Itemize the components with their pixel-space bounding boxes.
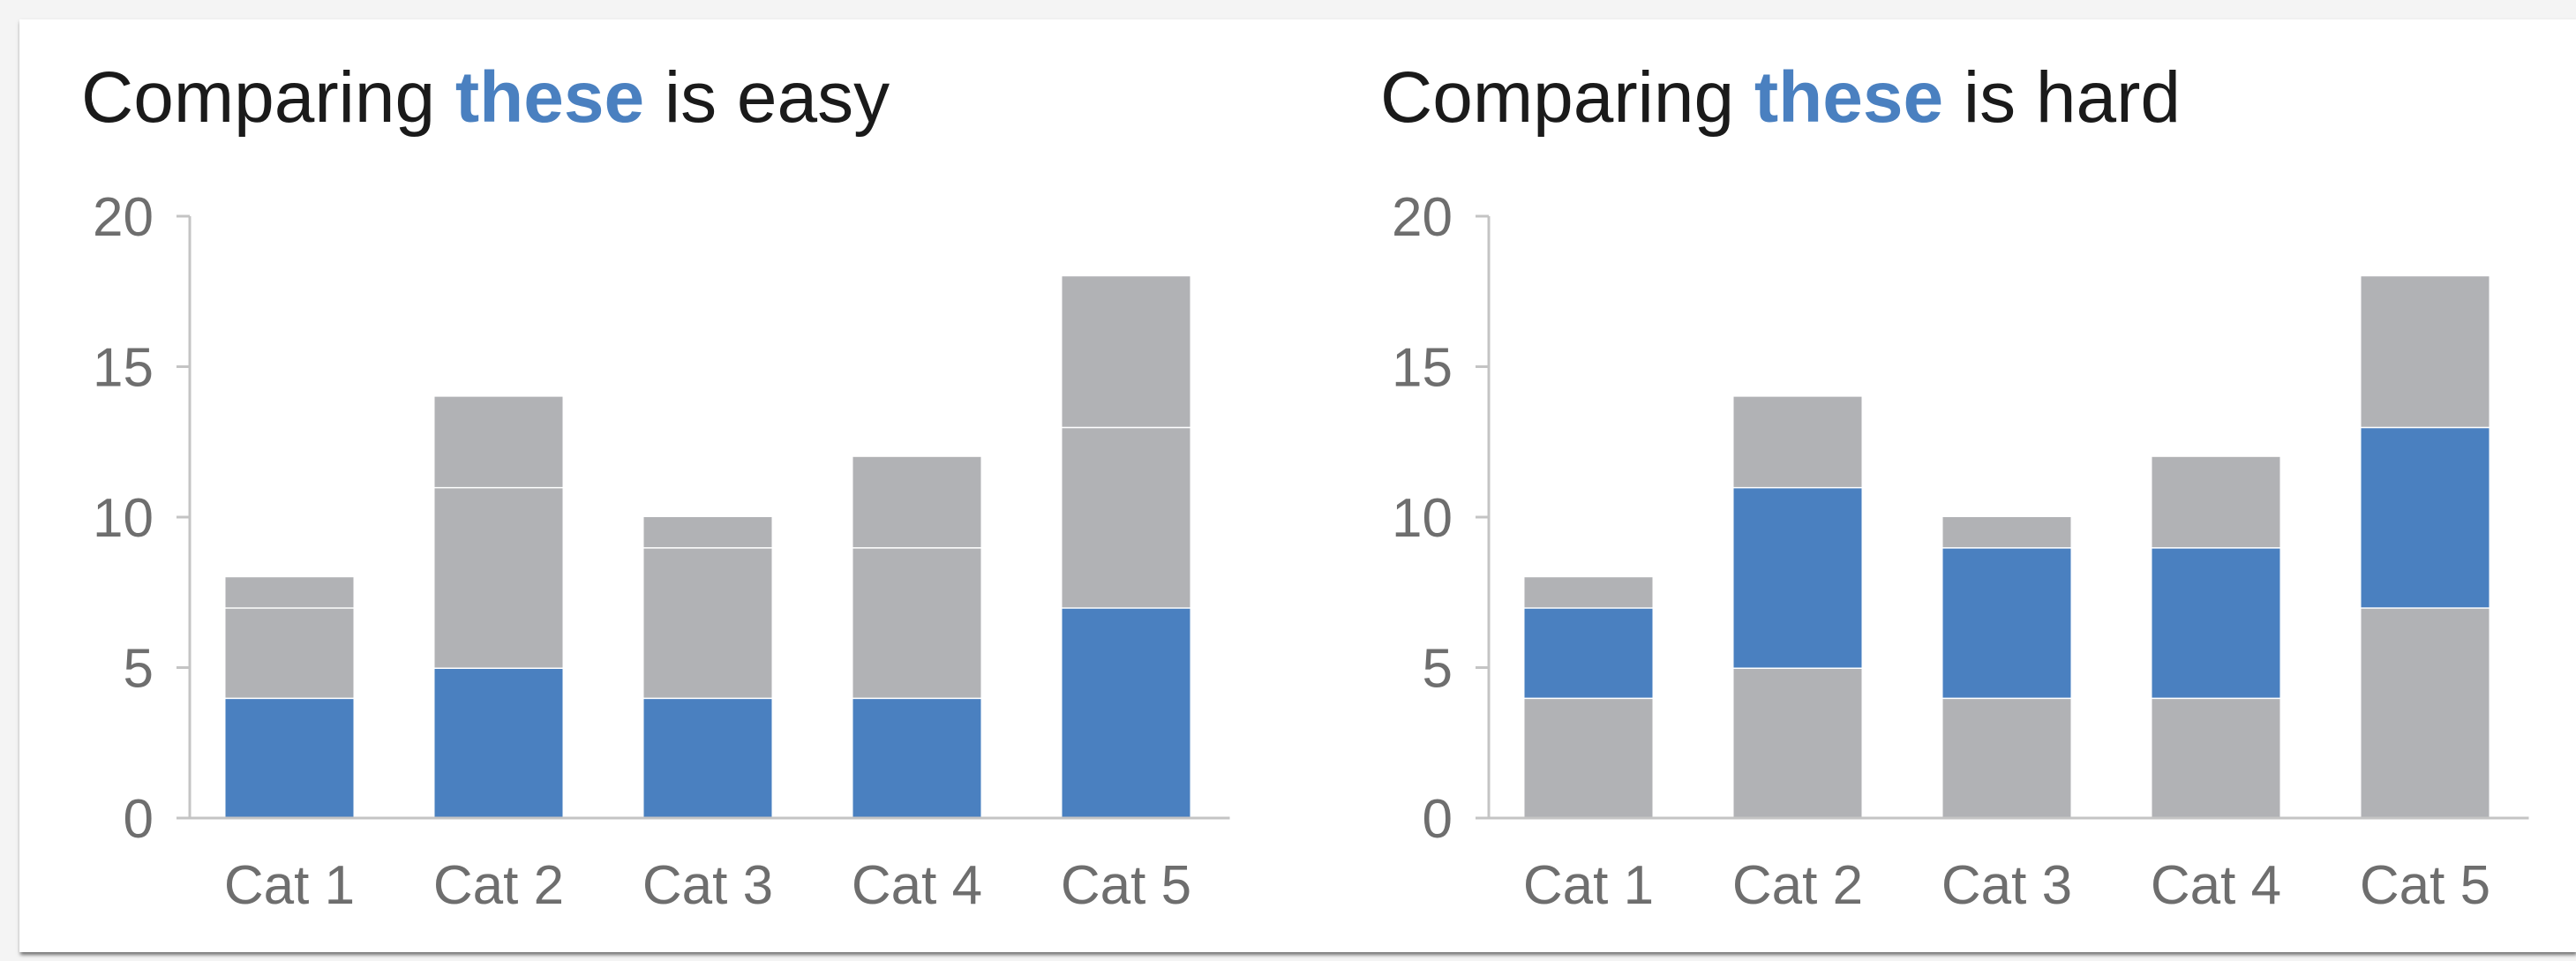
- left-bar-2-segment-1: [434, 667, 563, 818]
- right-title-prefix: Comparing: [1380, 57, 1754, 138]
- left-bar-4-segment-3: [852, 456, 981, 548]
- right-bar-5-segment-3: [2361, 276, 2490, 427]
- right-bar-2-segment-2: [1733, 486, 1862, 668]
- right-bar-5-segment-1: [2361, 607, 2490, 818]
- left-bar-5-segment-2: [1062, 426, 1190, 608]
- right-y-tick-label: 15: [1392, 338, 1453, 399]
- right-bar-2-segment-1: [1733, 667, 1862, 818]
- left-x-tick-label: Cat 3: [642, 855, 773, 916]
- right-bar-4-segment-2: [2152, 547, 2280, 698]
- left-y-tick-label: 10: [93, 488, 154, 549]
- right-x-tick-label: Cat 5: [2360, 855, 2490, 916]
- right-bar-3-segment-1: [1942, 697, 2071, 818]
- left-chart-title: Comparing these is easy: [81, 62, 890, 134]
- left-title-highlight: these: [454, 57, 645, 138]
- left-bar-4-segment-2: [852, 547, 981, 698]
- right-title-suffix: is hard: [1943, 57, 2181, 138]
- left-bar-5-segment-1: [1062, 607, 1190, 818]
- right-y-tick-label: 10: [1392, 488, 1453, 549]
- left-y-tick-label: 15: [93, 338, 154, 399]
- right-x-tick-label: Cat 1: [1523, 855, 1654, 916]
- left-bar-5-segment-3: [1062, 276, 1190, 427]
- left-x-tick-label: Cat 2: [433, 855, 564, 916]
- right-y-tick-label: 20: [1392, 187, 1453, 248]
- left-bar-3-segment-3: [643, 517, 772, 548]
- left-y-tick-label: 0: [124, 789, 154, 850]
- right-bar-2-segment-3: [1733, 396, 1862, 487]
- right-bar-4-segment-1: [2152, 697, 2280, 818]
- right-chart-title: Comparing these is hard: [1380, 62, 2181, 134]
- right-plot: Cat 1 Cat 2 Cat 3 Cat 4 Cat 5 0 5 10 15 20: [1392, 187, 2529, 916]
- left-plot: Cat 1 Cat 2 Cat 3 Cat 4 Cat 5 0 5 10 15 20: [93, 187, 1230, 916]
- left-bar-1-segment-1: [225, 697, 354, 818]
- left-x-tick-label: Cat 5: [1061, 855, 1191, 916]
- right-bar-3-segment-3: [1942, 517, 2071, 548]
- left-bar-1-segment-2: [225, 607, 354, 698]
- left-x-tick-label: Cat 4: [852, 855, 982, 916]
- right-bar-1-segment-3: [1524, 577, 1653, 608]
- left-x-tick-label: Cat 1: [224, 855, 355, 916]
- left-bar-3-segment-2: [643, 547, 772, 698]
- right-bar-1-segment-2: [1524, 607, 1653, 698]
- right-title-highlight: these: [1754, 57, 1944, 138]
- right-x-tick-label: Cat 4: [2151, 855, 2281, 916]
- right-y-tick-label: 0: [1423, 789, 1453, 850]
- right-y-tick-label: 5: [1423, 639, 1453, 700]
- left-title-prefix: Comparing: [81, 57, 455, 138]
- left-y-tick-label: 5: [124, 639, 154, 700]
- left-bar-2-segment-3: [434, 396, 563, 487]
- left-title-suffix: is easy: [644, 57, 890, 138]
- left-bar-3-segment-1: [643, 697, 772, 818]
- right-bar-3-segment-2: [1942, 547, 2071, 698]
- right-bar-1-segment-1: [1524, 697, 1653, 818]
- left-y-tick-label: 20: [93, 187, 154, 248]
- left-bar-1-segment-3: [225, 577, 354, 608]
- left-bar-2-segment-2: [434, 486, 563, 668]
- right-bar-5-segment-2: [2361, 426, 2490, 608]
- right-x-tick-label: Cat 3: [1941, 855, 2072, 916]
- right-x-tick-label: Cat 2: [1732, 855, 1863, 916]
- left-bar-4-segment-1: [852, 697, 981, 818]
- right-bar-4-segment-3: [2152, 456, 2280, 548]
